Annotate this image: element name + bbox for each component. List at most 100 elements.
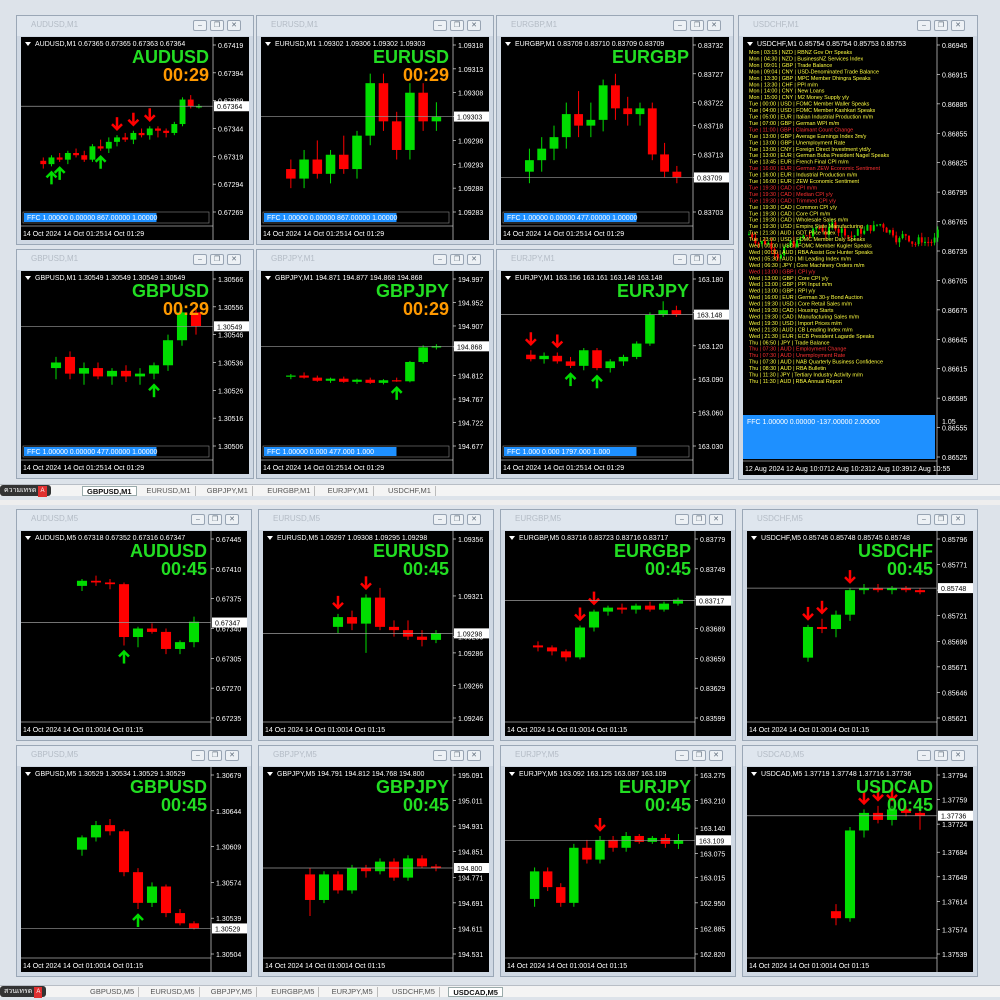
restore-icon[interactable]: ❐ — [692, 514, 706, 525]
minimize-icon[interactable]: – — [673, 20, 687, 31]
restore-icon[interactable]: ❐ — [934, 750, 948, 761]
chart-window-audusd-m1[interactable]: AUDUSD,M1 – ❐ ✕ AUDUSD,M1 0.67365 0.67365 0.… — [16, 15, 254, 245]
tab-eurusd-m1[interactable]: EURUSD,M1 — [142, 486, 196, 496]
minimize-icon[interactable]: – — [191, 750, 205, 761]
close-icon[interactable]: ✕ — [467, 750, 481, 761]
chart-canvas[interactable]: GBPJPY,M1 194.871 194.877 194.868 194.86… — [261, 271, 489, 474]
window-titlebar[interactable]: EURJPY,M5 – ❐ ✕ — [501, 746, 735, 766]
restore-icon[interactable]: ❐ — [690, 20, 704, 31]
window-titlebar[interactable]: EURUSD,M1 – ❐ ✕ — [257, 16, 493, 36]
chart-window-usdchf-m5[interactable]: USDCHF,M5 – ❐ ✕ USDCHF,M5 0.85745 0.85748 0.… — [742, 509, 978, 741]
window-titlebar[interactable]: EURUSD,M5 – ❐ ✕ — [259, 510, 493, 530]
chart-window-usdchf-m1[interactable]: USDCHF,M1 – ❐ ✕ USDCHF,M1 0.85754 0.85754 0.… — [738, 15, 978, 480]
chart-window-eurjpy-m5[interactable]: EURJPY,M5 – ❐ ✕ EURJPY,M5 163.092 163.125 16… — [500, 745, 736, 977]
tab-gbpjpy-m1[interactable]: GBPJPY,M1 — [203, 486, 253, 496]
close-icon[interactable]: ✕ — [709, 514, 723, 525]
chart-window-gbpusd-m1[interactable]: GBPUSD,M1 – ❐ ✕ GBPUSD,M1 1.30549 1.30549 1.… — [16, 249, 254, 479]
window-titlebar[interactable]: EURJPY,M1 – ❐ ✕ — [497, 250, 733, 270]
tab-eurgbp-m5[interactable]: EURGBP,M5 — [267, 987, 320, 997]
minimize-icon[interactable]: – — [917, 20, 931, 31]
chart-window-eurjpy-m1[interactable]: EURJPY,M1 – ❐ ✕ EURJPY,M1 163.156 163.161 16… — [496, 249, 734, 479]
window-titlebar[interactable]: USDCHF,M5 – ❐ ✕ — [743, 510, 977, 530]
restore-icon[interactable]: ❐ — [210, 20, 224, 31]
restore-icon[interactable]: ❐ — [692, 750, 706, 761]
tab-gbpusd-m5[interactable]: GBPUSD,M5 — [86, 987, 140, 997]
minimize-icon[interactable]: – — [917, 750, 931, 761]
restore-icon[interactable]: ❐ — [210, 254, 224, 265]
restore-icon[interactable]: ❐ — [450, 750, 464, 761]
tab-eurjpy-m1[interactable]: EURJPY,M1 — [324, 486, 374, 496]
chart-window-eurusd-m5[interactable]: EURUSD,M5 – ❐ ✕ EURUSD,M5 1.09297 1.09308 1.… — [258, 509, 494, 741]
close-icon[interactable]: ✕ — [227, 254, 241, 265]
close-icon[interactable]: ✕ — [951, 750, 965, 761]
chart-canvas[interactable]: USDCAD,M5 1.37719 1.37748 1.37716 1.3773… — [747, 767, 973, 972]
chart-canvas[interactable]: USDCHF,M5 0.85745 0.85748 0.85745 0.8574… — [747, 531, 973, 736]
chart-window-eurgbp-m5[interactable]: EURGBP,M5 – ❐ ✕ EURGBP,M5 0.83716 0.83723 0.… — [500, 509, 736, 741]
chart-window-gbpjpy-m1[interactable]: GBPJPY,M1 – ❐ ✕ GBPJPY,M1 194.871 194.877 19… — [256, 249, 494, 479]
minimize-icon[interactable]: – — [433, 514, 447, 525]
window-titlebar[interactable]: GBPUSD,M1 – ❐ ✕ — [17, 250, 253, 270]
minimize-icon[interactable]: – — [433, 750, 447, 761]
minimize-icon[interactable]: – — [673, 254, 687, 265]
close-icon[interactable]: ✕ — [951, 20, 965, 31]
tab-eurusd-m5[interactable]: EURUSD,M5 — [146, 987, 200, 997]
tab-eurjpy-m5[interactable]: EURJPY,M5 — [328, 987, 378, 997]
minimize-icon[interactable]: – — [191, 514, 205, 525]
close-icon[interactable]: ✕ — [467, 20, 481, 31]
minimize-icon[interactable]: – — [675, 750, 689, 761]
close-icon[interactable]: ✕ — [707, 254, 721, 265]
tab-usdchf-m1[interactable]: USDCHF,M1 — [384, 486, 436, 496]
window-titlebar[interactable]: AUDUSD,M5 – ❐ ✕ — [17, 510, 251, 530]
close-icon[interactable]: ✕ — [467, 514, 481, 525]
window-titlebar[interactable]: USDCHF,M1 – ❐ ✕ — [739, 16, 977, 36]
chart-canvas[interactable]: AUDUSD,M5 0.67318 0.67352 0.67316 0.6734… — [21, 531, 247, 736]
chart-canvas[interactable]: GBPUSD,M1 1.30549 1.30549 1.30549 1.3054… — [21, 271, 249, 474]
minimize-icon[interactable]: – — [917, 514, 931, 525]
tab-eurgbp-m1[interactable]: EURGBP,M1 — [263, 486, 316, 496]
restore-icon[interactable]: ❐ — [934, 20, 948, 31]
chart-window-gbpusd-m5[interactable]: GBPUSD,M5 – ❐ ✕ GBPUSD,M5 1.30529 1.30534 1.… — [16, 745, 252, 977]
close-icon[interactable]: ✕ — [951, 514, 965, 525]
close-icon[interactable]: ✕ — [467, 254, 481, 265]
chart-window-eurgbp-m1[interactable]: EURGBP,M1 – ❐ ✕ EURGBP,M1 0.83709 0.83710 0.… — [496, 15, 734, 245]
restore-icon[interactable]: ❐ — [450, 20, 464, 31]
restore-icon[interactable]: ❐ — [690, 254, 704, 265]
chart-canvas[interactable]: USDCHF,M1 0.85754 0.85754 0.85753 0.8575… — [743, 37, 973, 475]
window-titlebar[interactable]: EURGBP,M1 – ❐ ✕ — [497, 16, 733, 36]
chart-canvas[interactable]: EURJPY,M5 163.092 163.125 163.087 163.10… — [505, 767, 731, 972]
chart-window-audusd-m5[interactable]: AUDUSD,M5 – ❐ ✕ AUDUSD,M5 0.67318 0.67352 0.… — [16, 509, 252, 741]
chart-canvas[interactable]: EURUSD,M1 1.09302 1.09306 1.09302 1.0930… — [261, 37, 489, 240]
tab-usdchf-m5[interactable]: USDCHF,M5 — [388, 987, 440, 997]
close-icon[interactable]: ✕ — [225, 514, 239, 525]
window-titlebar[interactable]: GBPUSD,M5 – ❐ ✕ — [17, 746, 251, 766]
tab-usdcad-m5[interactable]: USDCAD,M5 — [448, 987, 503, 997]
chart-window-usdcad-m5[interactable]: USDCAD,M5 – ❐ ✕ USDCAD,M5 1.37719 1.37748 1.… — [742, 745, 978, 977]
restore-icon[interactable]: ❐ — [208, 750, 222, 761]
window-titlebar[interactable]: EURGBP,M5 – ❐ ✕ — [501, 510, 735, 530]
tab-gbpusd-m1[interactable]: GBPUSD,M1 — [82, 486, 137, 496]
chart-canvas[interactable]: GBPJPY,M5 194.791 194.812 194.768 194.80… — [263, 767, 489, 972]
window-titlebar[interactable]: GBPJPY,M5 – ❐ ✕ — [259, 746, 493, 766]
close-icon[interactable]: ✕ — [225, 750, 239, 761]
chart-canvas[interactable]: GBPUSD,M5 1.30529 1.30534 1.30529 1.3052… — [21, 767, 247, 972]
chart-canvas[interactable]: EURJPY,M1 163.156 163.161 163.148 163.14… — [501, 271, 729, 474]
minimize-icon[interactable]: – — [433, 20, 447, 31]
window-titlebar[interactable]: AUDUSD,M1 – ❐ ✕ — [17, 16, 253, 36]
chart-canvas[interactable]: EURUSD,M5 1.09297 1.09308 1.09295 1.0929… — [263, 531, 489, 736]
close-icon[interactable]: ✕ — [707, 20, 721, 31]
minimize-icon[interactable]: – — [193, 254, 207, 265]
tab-gbpjpy-m5[interactable]: GBPJPY,M5 — [207, 987, 257, 997]
restore-icon[interactable]: ❐ — [450, 254, 464, 265]
close-icon[interactable]: ✕ — [709, 750, 723, 761]
restore-icon[interactable]: ❐ — [934, 514, 948, 525]
restore-icon[interactable]: ❐ — [450, 514, 464, 525]
minimize-icon[interactable]: – — [675, 514, 689, 525]
window-titlebar[interactable]: USDCAD,M5 – ❐ ✕ — [743, 746, 977, 766]
chart-canvas[interactable]: EURGBP,M5 0.83716 0.83723 0.83716 0.8371… — [505, 531, 731, 736]
close-icon[interactable]: ✕ — [227, 20, 241, 31]
top-user-chip[interactable]: ความเทรด A — [0, 485, 51, 497]
chart-canvas[interactable]: AUDUSD,M1 0.67365 0.67365 0.67363 0.6736… — [21, 37, 249, 240]
minimize-icon[interactable]: – — [193, 20, 207, 31]
chart-canvas[interactable]: EURGBP,M1 0.83709 0.83710 0.83709 0.8370… — [501, 37, 729, 240]
restore-icon[interactable]: ❐ — [208, 514, 222, 525]
